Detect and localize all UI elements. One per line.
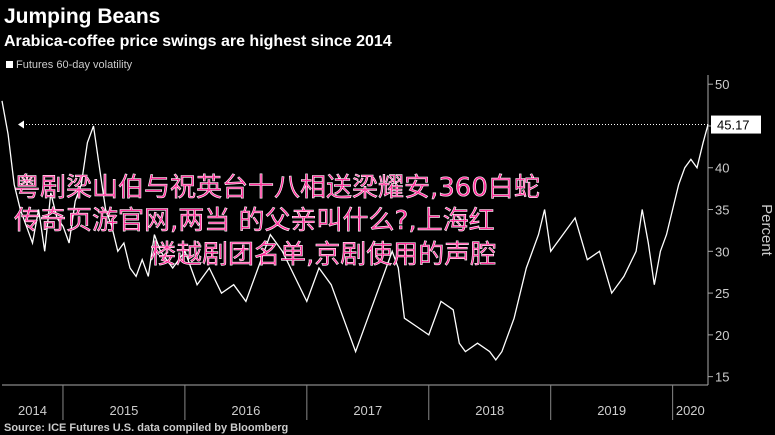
x-tick-label: 2020 <box>676 403 705 418</box>
value-box <box>711 115 761 134</box>
chart-subtitle: Arabica-coffee price swings are highest … <box>4 33 392 50</box>
y-axis-label: Percent <box>758 204 775 257</box>
y-tick-label: 20 <box>715 328 729 343</box>
x-tick-label: 2016 <box>231 403 260 418</box>
x-tick-label: 2019 <box>597 403 626 418</box>
legend-swatch <box>6 61 13 68</box>
overlay-text: 粤剧梁山伯与祝英台十八相送梁耀安,360白蛇 <box>14 173 540 203</box>
y-tick-label: 15 <box>715 370 729 385</box>
value-label: 45.17 <box>717 118 750 133</box>
source: Source: ICE Futures U.S. data compiled b… <box>4 422 288 434</box>
x-tick-label: 2017 <box>353 403 382 418</box>
x-tick-label: 2015 <box>109 403 138 418</box>
y-tick-label: 35 <box>715 203 729 218</box>
y-tick-label: 25 <box>715 286 729 301</box>
overlay-text: 楼越剧团名单,京剧使用的声腔 <box>150 240 496 270</box>
reference-arrow <box>18 120 24 129</box>
line <box>1 100 709 361</box>
y-tick-label: 40 <box>715 161 729 176</box>
x-tick-label: 2014 <box>18 403 47 418</box>
x-tick-label: 2018 <box>475 403 504 418</box>
chart-title: Jumping Beans <box>4 5 160 28</box>
legend-label: Futures 60-day volatility <box>16 59 133 71</box>
y-tick-label: 50 <box>715 77 729 92</box>
overlay-text: 传奇页游官网,两当 的父亲叫什么?,上海红 <box>14 206 495 236</box>
y-tick-label: 30 <box>715 244 729 259</box>
